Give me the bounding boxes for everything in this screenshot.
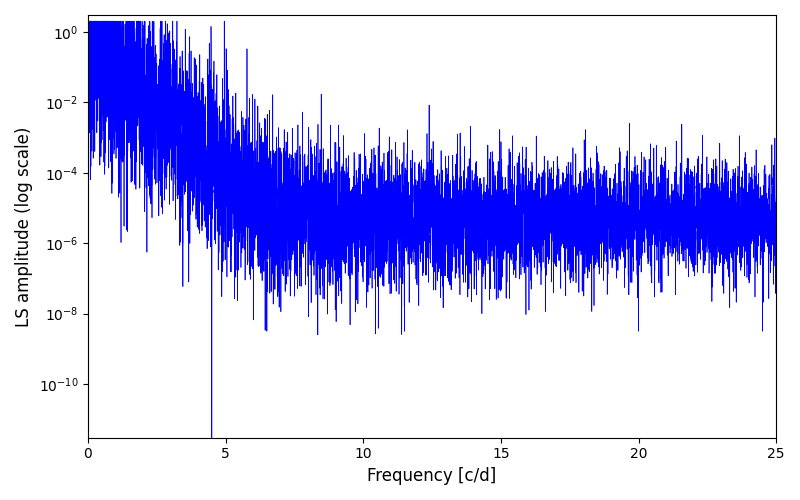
- Y-axis label: LS amplitude (log scale): LS amplitude (log scale): [15, 126, 33, 326]
- X-axis label: Frequency [c/d]: Frequency [c/d]: [367, 467, 497, 485]
